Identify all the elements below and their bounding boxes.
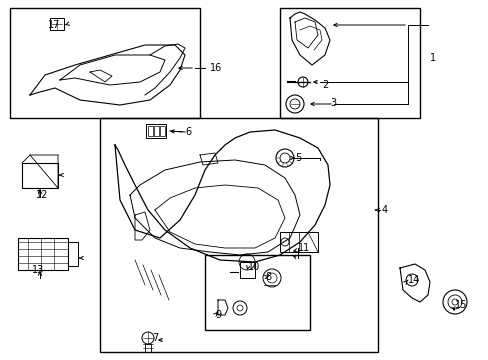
Text: 9: 9: [215, 310, 221, 320]
Bar: [280, 232, 317, 252]
Text: 2: 2: [321, 80, 327, 90]
Bar: [204, 255, 309, 330]
Bar: [50, 18, 64, 30]
Bar: [100, 118, 377, 352]
Text: 14: 14: [407, 275, 419, 285]
Bar: [160, 126, 164, 136]
Text: 12: 12: [36, 190, 48, 200]
Text: 11: 11: [297, 243, 309, 253]
Text: 5: 5: [294, 153, 301, 163]
Bar: [240, 262, 254, 278]
Bar: [18, 238, 68, 270]
Bar: [154, 126, 159, 136]
Text: 16: 16: [209, 63, 222, 73]
Bar: [68, 242, 78, 266]
Text: 17: 17: [48, 20, 60, 30]
Text: 13: 13: [32, 265, 44, 275]
Bar: [280, 8, 419, 118]
Bar: [145, 344, 151, 352]
Bar: [148, 126, 153, 136]
Text: 6: 6: [184, 127, 191, 137]
Text: 8: 8: [264, 272, 270, 282]
Bar: [10, 8, 200, 118]
Text: 4: 4: [381, 205, 387, 215]
Text: 3: 3: [329, 98, 335, 108]
Bar: [22, 163, 58, 188]
Text: 1: 1: [429, 53, 435, 63]
Text: 15: 15: [454, 300, 467, 310]
Bar: [146, 124, 165, 138]
Text: 7: 7: [152, 333, 158, 343]
Text: 10: 10: [247, 262, 260, 272]
